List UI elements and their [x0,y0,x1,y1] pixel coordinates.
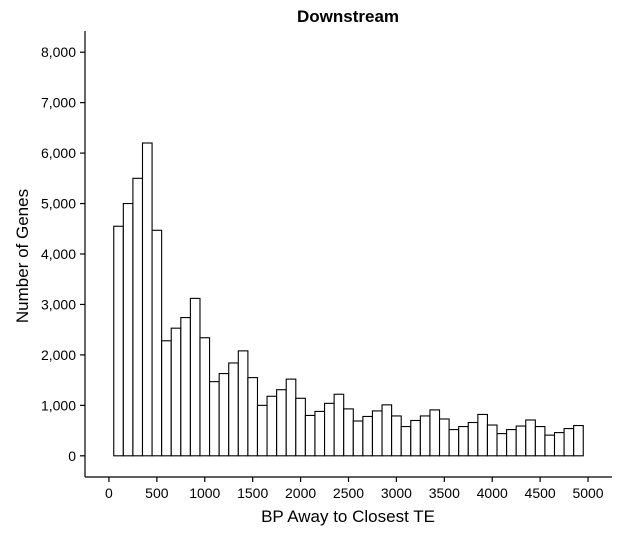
x-axis-ticks: 0 500 1000 1500 2000 2500 3000 3500 4000 4500 5000 [105,477,604,501]
x-tick-label: 500 [145,485,169,501]
y-tick-label: 2,000 [41,347,76,363]
histogram-bar [352,420,364,457]
histogram-bar [343,408,354,457]
histogram-bar [534,425,546,457]
x-tick-label: 3500 [429,485,460,501]
histogram-bar [448,429,460,457]
histogram-bar [544,434,556,457]
y-axis-ticks: 0 1,000 2,000 3,000 4,000 5,000 6,000 7,000 8,00… [41,44,85,464]
histogram-bar [218,373,230,457]
y-tick-label: 5,000 [41,196,76,212]
histogram-bar [113,225,124,457]
x-axis-label: BP Away to Closest TE [261,507,435,526]
histogram-bar [161,340,172,457]
histogram-bar [314,410,326,457]
histogram-bar [371,410,383,457]
x-tick-label: 1000 [189,485,220,501]
chart-title: Downstream [297,7,399,26]
histogram-bar [553,432,565,457]
histogram-bar [209,381,220,457]
histogram-bar [525,419,536,457]
y-tick-label: 8,000 [41,44,76,60]
y-tick-label: 4,000 [41,246,76,262]
histogram-bar [170,327,182,457]
histogram-bar [122,203,134,457]
histogram-bar [180,317,191,457]
x-tick-label: 4000 [477,485,508,501]
histogram-bar [429,409,441,457]
x-tick-label: 5000 [572,485,603,501]
x-tick-label: 2000 [285,485,316,501]
histogram-bar [199,337,211,457]
histogram-bar [189,297,201,457]
histogram-bar [256,404,268,457]
x-tick-label: 2500 [333,485,364,501]
histogram-bar [438,418,450,457]
histogram-bar [323,402,335,457]
histogram-bar [515,425,527,457]
histogram-bar [400,425,412,457]
histogram-bar [381,404,393,457]
histogram-bar [410,419,421,457]
histogram-bar [151,229,163,457]
histogram-bar [295,397,306,457]
y-tick-label: 3,000 [41,296,76,312]
histogram-bar [563,428,575,457]
histogram-bar [285,378,297,457]
histogram-bar [132,177,144,457]
histogram-bar [496,433,508,457]
y-tick-label: 0 [68,448,76,464]
histogram-bar [458,425,469,457]
histogram-bar [266,395,278,457]
histogram-bar [467,421,479,457]
histogram-bar [141,142,153,457]
x-tick-label: 0 [105,485,113,501]
histogram-bar [486,424,498,457]
x-tick-label: 1500 [237,485,268,501]
histogram-bar [228,362,239,457]
y-tick-label: 6,000 [41,145,76,161]
y-axis-label: Number of Genes [13,189,32,323]
histogram-bar [477,413,488,457]
histogram-bar [333,393,345,457]
histogram-bar [237,350,249,457]
y-tick-label: 7,000 [41,95,76,111]
x-tick-label: 3000 [381,485,412,501]
histogram-bar [276,389,287,457]
x-tick-label: 4500 [525,485,556,501]
histogram-bar [247,377,259,457]
histogram-bar [506,429,517,457]
histogram-bar [304,414,316,457]
histogram-bar [362,415,373,457]
histogram-bar [573,424,584,457]
histogram-bar [391,415,402,457]
bars-group [113,142,584,457]
y-tick-label: 1,000 [41,397,76,413]
histogram-bar [419,415,431,457]
